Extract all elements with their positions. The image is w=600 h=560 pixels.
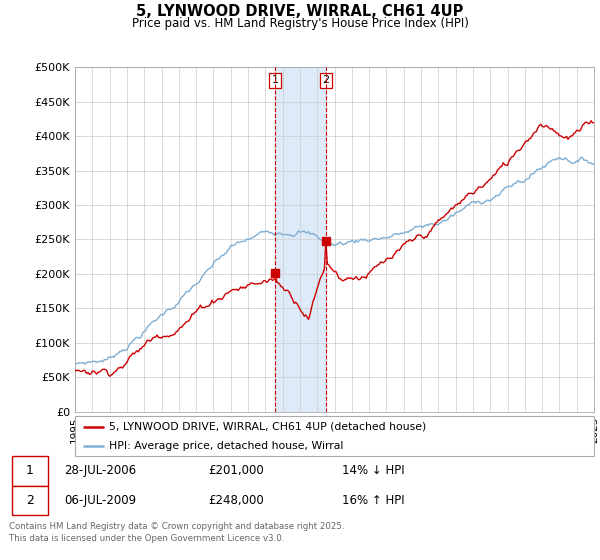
Text: 2: 2 <box>26 494 34 507</box>
Text: £201,000: £201,000 <box>208 464 263 478</box>
Text: 2: 2 <box>322 76 329 86</box>
Text: 14% ↓ HPI: 14% ↓ HPI <box>343 464 405 478</box>
Text: 16% ↑ HPI: 16% ↑ HPI <box>343 494 405 507</box>
Bar <box>275 67 326 412</box>
Bar <box>12 486 48 515</box>
Text: 5, LYNWOOD DRIVE, WIRRAL, CH61 4UP (detached house): 5, LYNWOOD DRIVE, WIRRAL, CH61 4UP (deta… <box>109 422 426 432</box>
Text: 1: 1 <box>26 464 34 478</box>
Text: Contains HM Land Registry data © Crown copyright and database right 2025.
This d: Contains HM Land Registry data © Crown c… <box>9 522 344 543</box>
Text: 28-JUL-2006: 28-JUL-2006 <box>65 464 137 478</box>
Text: 1: 1 <box>272 76 278 86</box>
Text: 5, LYNWOOD DRIVE, WIRRAL, CH61 4UP: 5, LYNWOOD DRIVE, WIRRAL, CH61 4UP <box>136 4 464 20</box>
Text: Price paid vs. HM Land Registry's House Price Index (HPI): Price paid vs. HM Land Registry's House … <box>131 17 469 30</box>
Text: 06-JUL-2009: 06-JUL-2009 <box>65 494 137 507</box>
Text: HPI: Average price, detached house, Wirral: HPI: Average price, detached house, Wirr… <box>109 441 343 450</box>
Bar <box>12 456 48 486</box>
Text: £248,000: £248,000 <box>208 494 263 507</box>
